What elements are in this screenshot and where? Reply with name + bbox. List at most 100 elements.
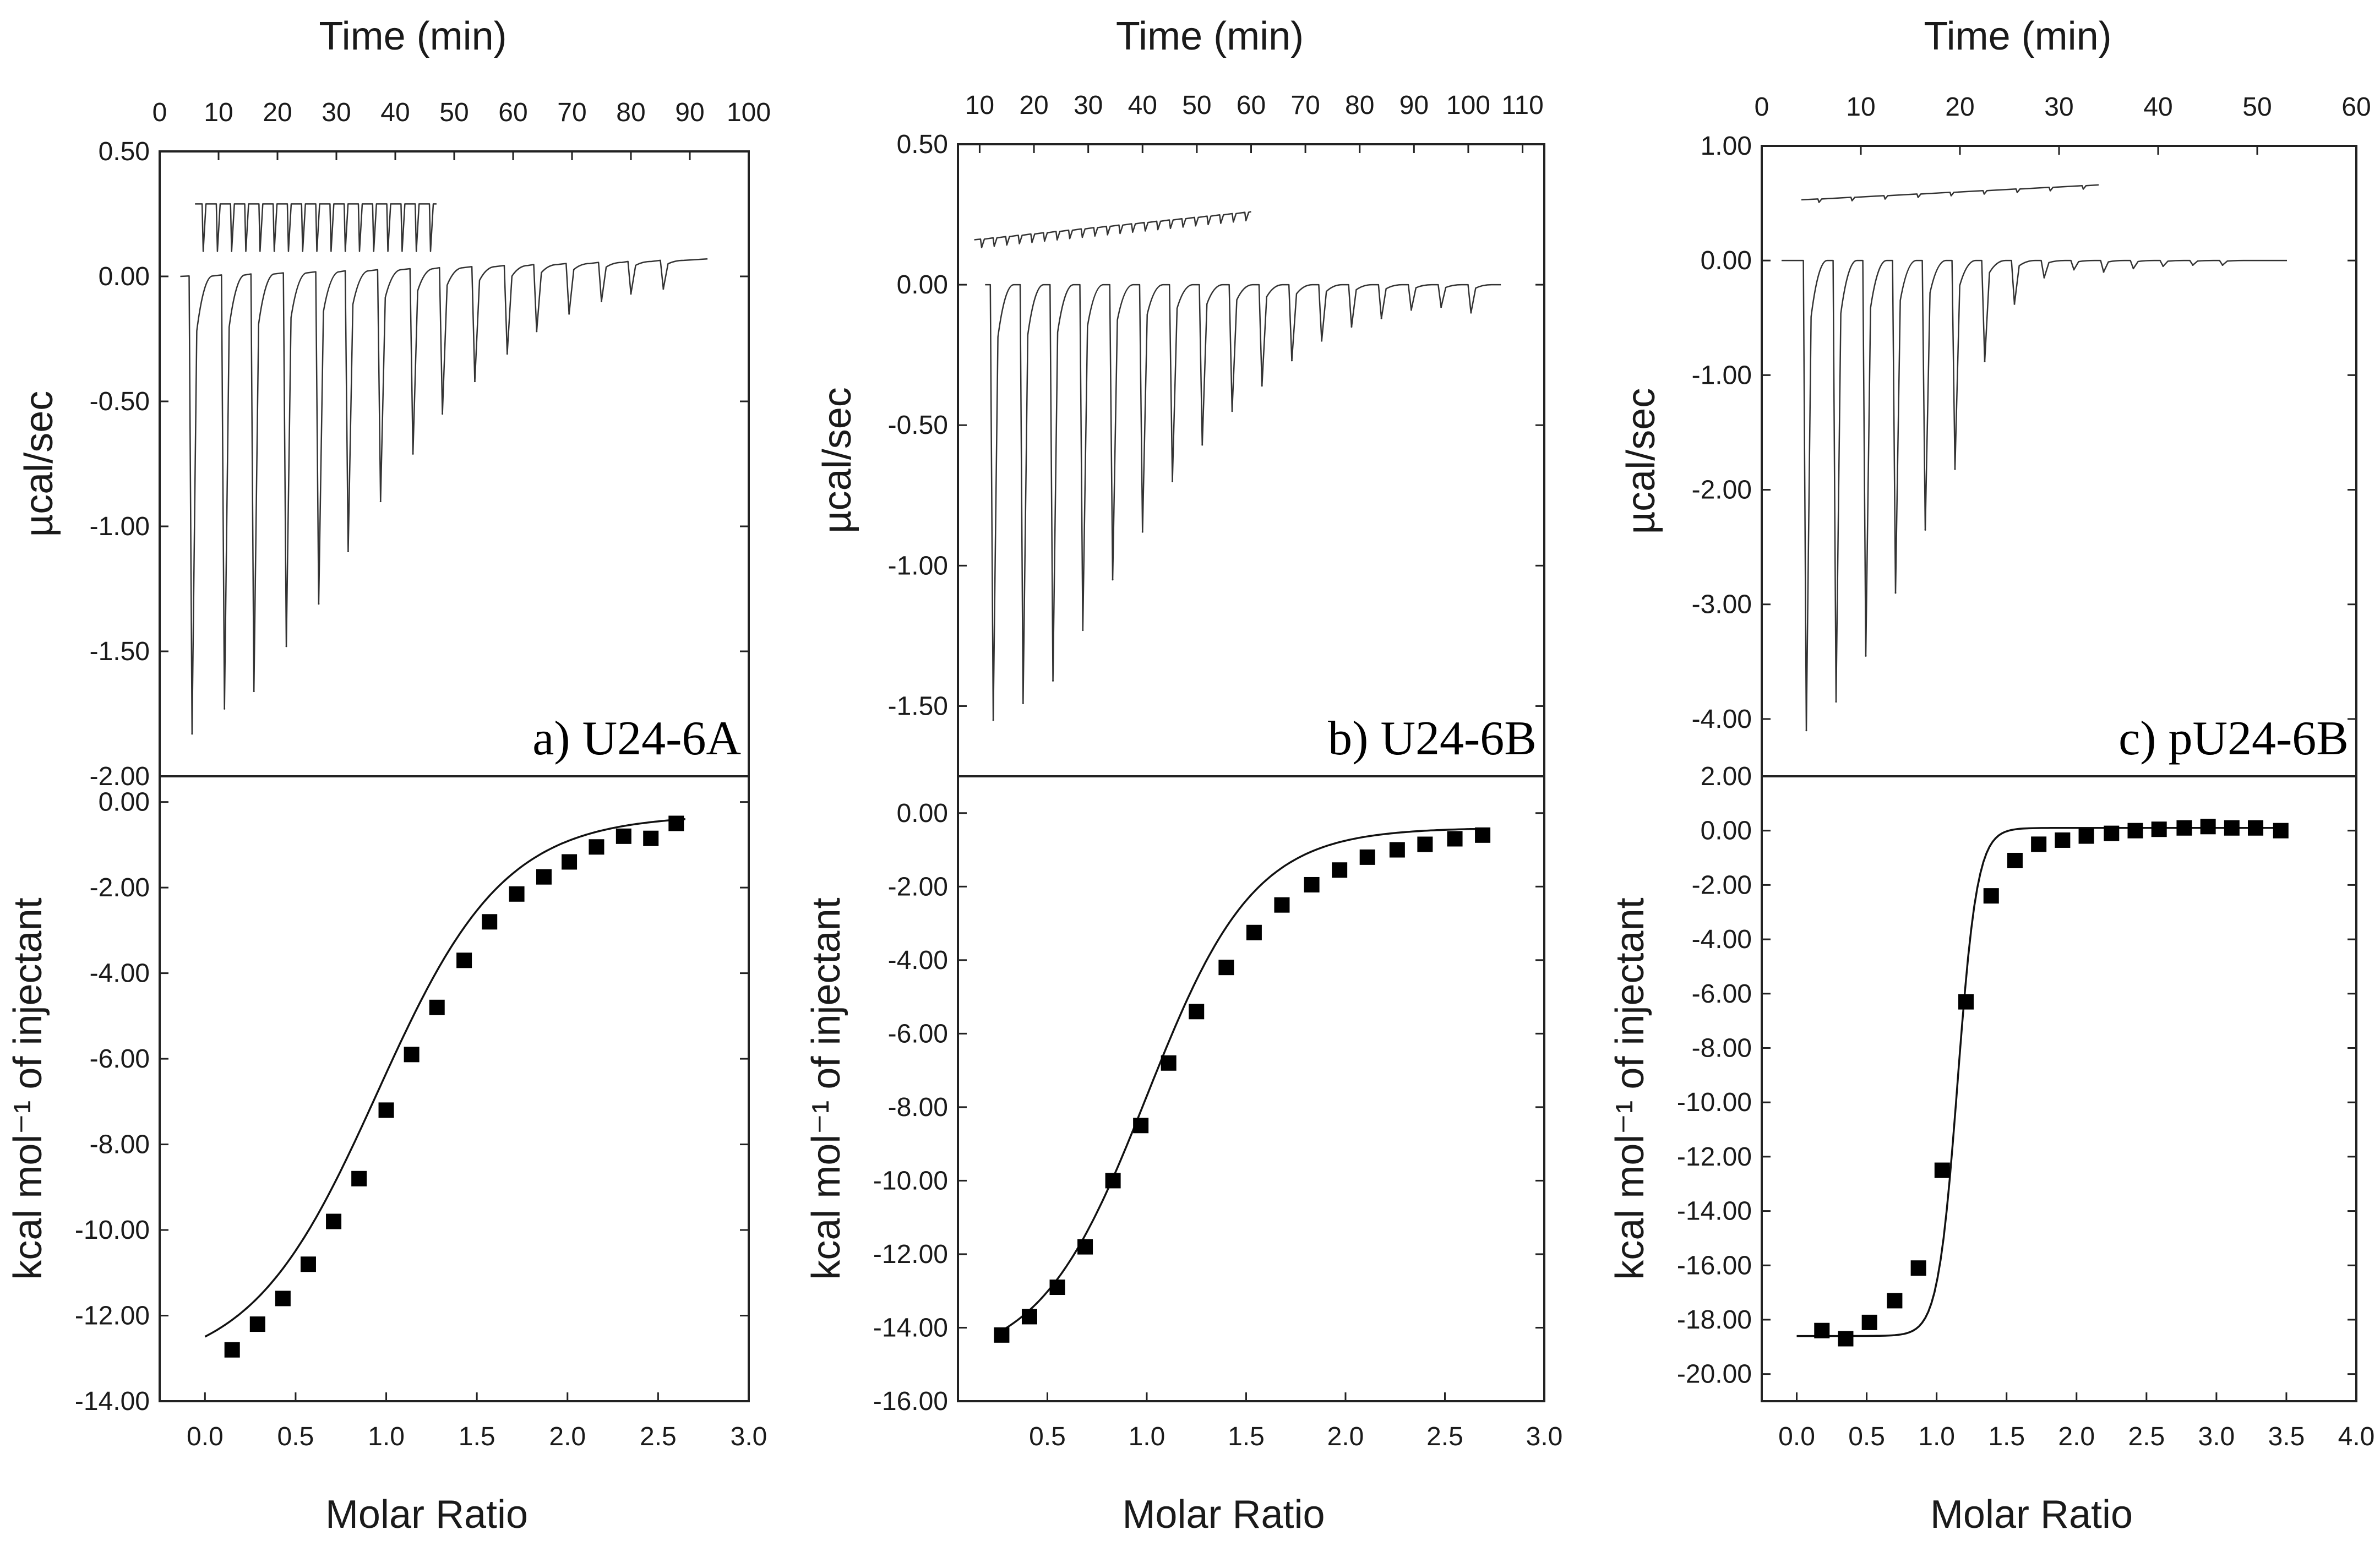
heat-tick-label: -16.00 (1677, 1251, 1752, 1280)
ratio-tick-label: 1.5 (459, 1422, 495, 1451)
thermogram-trace (985, 284, 1501, 721)
thermogram-plot: 0 10 20 30 40 50 60 70 80 90 100 Time (min) 0.50 0.00… (17, 14, 771, 791)
data-point (562, 854, 578, 870)
data-point (482, 914, 498, 930)
injection-peak (442, 413, 444, 415)
thermogram-line (180, 258, 708, 735)
data-point (1934, 1162, 1950, 1178)
injection-peak (2162, 265, 2164, 268)
data-point (1887, 1293, 1903, 1309)
data-point (1077, 1239, 1093, 1255)
data-point (378, 1102, 394, 1118)
data-point (300, 1256, 316, 1272)
ratio-tick-label: 2.0 (1327, 1422, 1364, 1451)
injection-peak (1141, 531, 1143, 533)
data-point (2031, 836, 2047, 852)
power-axis-title: µcal/sec (1619, 388, 1663, 535)
heat-tick-label: -14.00 (75, 1387, 150, 1416)
data-point (668, 815, 684, 831)
heat-tick-label: -4.00 (90, 959, 150, 988)
binding-isotherm-plot: 0.5 1.0 1.5 2.0 2.5 3.0 Molar Ratio 0.00 -2.00 -4… (804, 775, 1562, 1537)
fit-curve (204, 818, 685, 1338)
data-point (1861, 1314, 1877, 1330)
isotherm-frame (159, 775, 750, 1402)
injection-peak (1924, 529, 1926, 531)
panel-label: a) U24-6A (532, 712, 741, 765)
power-tick-label: -3.00 (1692, 590, 1752, 619)
ratio-tick-label: 0.0 (187, 1422, 224, 1451)
injection-peak (412, 453, 414, 455)
ratio-tick-label: 3.0 (2198, 1422, 2235, 1451)
reference-trace (974, 211, 1251, 248)
injection-peak (1865, 655, 1867, 657)
time-tick-label: 0 (1755, 92, 1769, 122)
ratio-tick-label: 3.5 (2268, 1422, 2305, 1451)
injection-peak (1201, 444, 1203, 446)
injection-peak (318, 603, 320, 605)
ratio-tick-label: 1.0 (1129, 1422, 1166, 1451)
heat-tick-label: -14.00 (1677, 1197, 1752, 1226)
data-point (2055, 832, 2071, 848)
power-tick-label: 0.00 (897, 270, 948, 300)
data-point (2248, 820, 2264, 836)
time-tick-label: 20 (1945, 92, 1974, 122)
time-axis-title: Time (min) (319, 14, 507, 58)
injection-peak (1954, 468, 1956, 470)
injection-peak (1470, 312, 1472, 314)
heat-tick-label: -16.00 (873, 1387, 948, 1416)
data-point (1958, 994, 1974, 1010)
ratio-tick-label: 2.5 (1426, 1422, 1463, 1451)
data-point (275, 1291, 291, 1307)
injection-peak (1082, 629, 1084, 632)
heat-tick-label: -8.00 (90, 1130, 150, 1160)
power-tick-label: -2.00 (1692, 476, 1752, 505)
heat-tick-label: 2.00 (1701, 762, 1752, 791)
ratio-tick-label: 4.0 (2338, 1422, 2375, 1451)
ratio-tick-label: 1.0 (1918, 1422, 1955, 1451)
data-point (616, 828, 631, 844)
injection-peak (1231, 410, 1233, 412)
ratio-tick-label: 2.0 (2058, 1422, 2095, 1451)
heat-tick-label: -6.00 (1692, 979, 1752, 1009)
data-point (643, 830, 659, 846)
heat-tick-label: -12.00 (1677, 1142, 1752, 1172)
power-tick-label: -1.00 (90, 512, 150, 541)
injection-peak (2013, 303, 2016, 305)
fit-curve (1796, 827, 2286, 1337)
power-tick-label: 0.50 (99, 137, 150, 166)
injection-peak (1440, 306, 1442, 308)
molar-ratio-title: Molar Ratio (1122, 1493, 1325, 1537)
binding-isotherm-plot: 0.0 0.5 1.0 1.5 2.0 2.5 3.0 3.5 4.0 Molar Ratio 2.… (1608, 762, 2374, 1537)
molar-ratio-title: Molar Ratio (325, 1493, 528, 1537)
heat-tick-label: -4.00 (888, 946, 948, 975)
injection-peak (1022, 702, 1024, 704)
data-point (1359, 849, 1375, 865)
power-tick-label: 0.50 (897, 130, 948, 159)
reference-trace (1801, 184, 2099, 203)
data-point (224, 1342, 240, 1358)
data-point (1274, 897, 1290, 913)
injection-peak (2132, 268, 2134, 270)
data-point (456, 952, 472, 968)
data-point (536, 869, 552, 885)
injection-peak (191, 733, 193, 735)
power-tick-label: -1.00 (1692, 361, 1752, 390)
panel-label: b) U24-6B (1328, 712, 1537, 765)
ratio-tick-label: 1.5 (1988, 1422, 2025, 1451)
power-tick-label: -1.50 (90, 637, 150, 666)
data-point (1161, 1055, 1177, 1071)
time-tick-label: 20 (263, 98, 292, 127)
heat-tick-label: -8.00 (1692, 1033, 1752, 1063)
data-point (1983, 888, 1999, 904)
heat-tick-label: -2.00 (1692, 870, 1752, 900)
injection-peak (1984, 360, 1986, 362)
time-tick-label: 0 (153, 98, 167, 127)
heat-tick-label: -12.00 (873, 1240, 948, 1269)
heat-tick-label: -4.00 (1692, 925, 1752, 954)
power-tick-label: -0.50 (90, 387, 150, 416)
injection-peak (536, 330, 538, 333)
injection-peak (224, 707, 226, 710)
heat-axis-title: kcal mol⁻¹ of injectant (1608, 897, 1652, 1280)
heat-tick-label: -8.00 (888, 1093, 948, 1122)
